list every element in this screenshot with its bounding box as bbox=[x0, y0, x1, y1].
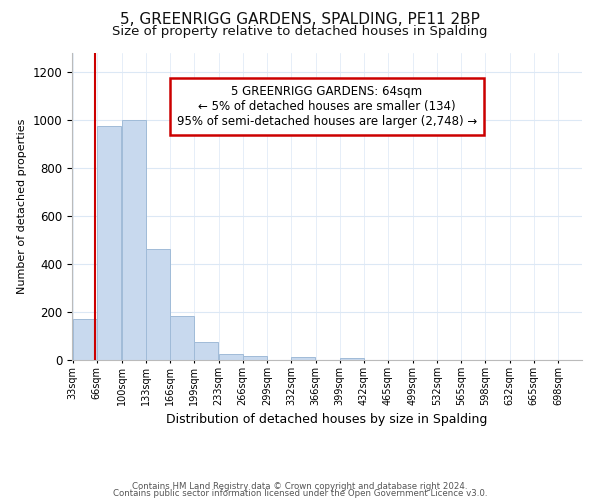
Bar bbox=[218, 354, 243, 360]
Text: 5, GREENRIGG GARDENS, SPALDING, PE11 2BP: 5, GREENRIGG GARDENS, SPALDING, PE11 2BP bbox=[120, 12, 480, 28]
Bar bbox=[170, 316, 194, 360]
Y-axis label: Number of detached properties: Number of detached properties bbox=[17, 118, 27, 294]
Bar bbox=[340, 358, 364, 360]
Bar bbox=[243, 356, 267, 360]
Bar bbox=[73, 319, 97, 360]
Text: 5 GREENRIGG GARDENS: 64sqm
← 5% of detached houses are smaller (134)
95% of semi: 5 GREENRIGG GARDENS: 64sqm ← 5% of detac… bbox=[177, 85, 477, 128]
Text: Size of property relative to detached houses in Spalding: Size of property relative to detached ho… bbox=[112, 25, 488, 38]
Text: Contains public sector information licensed under the Open Government Licence v3: Contains public sector information licen… bbox=[113, 490, 487, 498]
Bar bbox=[194, 342, 218, 360]
Bar bbox=[146, 250, 170, 360]
Bar bbox=[291, 357, 315, 360]
X-axis label: Distribution of detached houses by size in Spalding: Distribution of detached houses by size … bbox=[166, 414, 488, 426]
Text: Contains HM Land Registry data © Crown copyright and database right 2024.: Contains HM Land Registry data © Crown c… bbox=[132, 482, 468, 491]
Bar bbox=[122, 120, 146, 360]
Bar bbox=[97, 126, 121, 360]
